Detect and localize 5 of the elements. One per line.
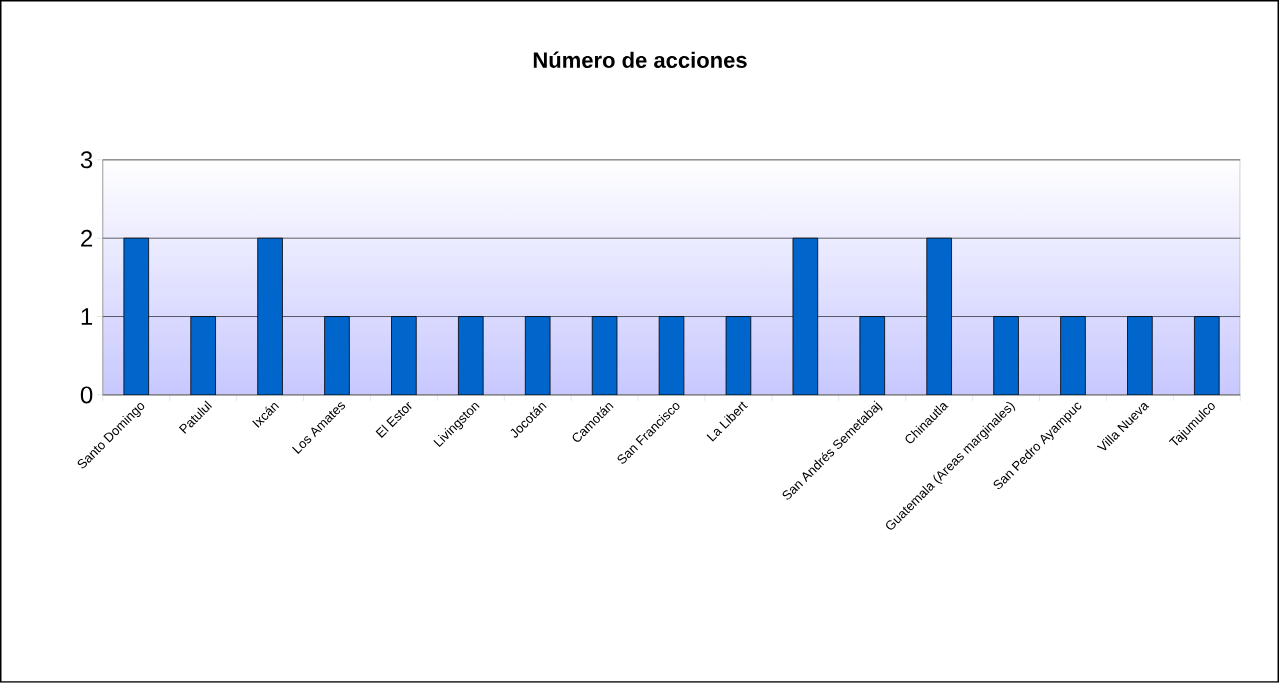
y-tick-label: 3 bbox=[80, 151, 93, 169]
y-tick-label: 1 bbox=[81, 308, 93, 325]
y-tick-label: 0 bbox=[80, 386, 93, 404]
y-tick-label: 2 bbox=[81, 229, 93, 247]
chart-title: Número de acciones bbox=[533, 51, 747, 69]
